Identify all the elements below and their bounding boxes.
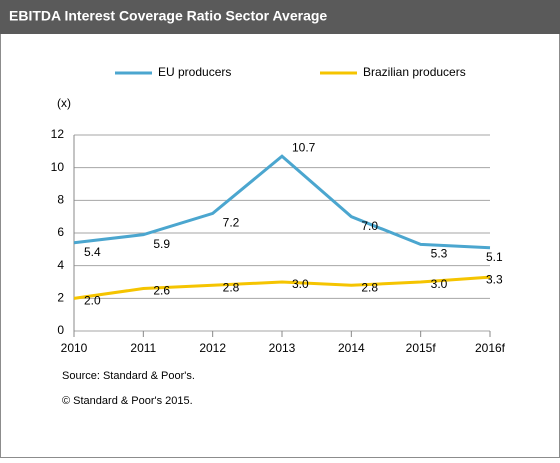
data-label: 5.3 <box>431 247 448 261</box>
data-label: 5.4 <box>84 245 101 259</box>
y-tick-label: 10 <box>51 160 65 174</box>
y-tick-label: 2 <box>57 291 64 305</box>
data-label: 3.0 <box>292 277 309 291</box>
legend-label: EU producers <box>158 65 231 79</box>
data-label: 3.0 <box>431 277 448 291</box>
data-label: 7.0 <box>361 219 378 233</box>
data-label: 2.6 <box>153 284 170 298</box>
line <box>73 154 491 250</box>
x-tick-label: 2015f <box>406 341 437 355</box>
y-tick-label: 6 <box>57 225 64 239</box>
data-label: 2.8 <box>361 280 378 294</box>
note: Source: Standard & Poor's. <box>62 370 195 382</box>
data-label: 5.1 <box>486 250 503 264</box>
x-tick-label: 2016f <box>475 341 506 355</box>
data-label: 10.7 <box>292 140 316 154</box>
x-tick-label: 2013 <box>269 341 296 355</box>
chart-title: EBITDA Interest Coverage Ratio Sector Av… <box>9 8 327 24</box>
y-tick-label: 4 <box>57 258 64 272</box>
data-label: 7.2 <box>223 216 240 230</box>
data-label: 5.9 <box>153 237 170 251</box>
header-bar <box>0 0 560 34</box>
data-label: 2.0 <box>84 294 101 308</box>
x-tick-label: 2010 <box>61 341 88 355</box>
line <box>73 275 491 300</box>
legend-label: Brazilian producers <box>363 65 466 79</box>
y-tick-label: 8 <box>57 193 64 207</box>
data-label: 2.8 <box>223 280 240 294</box>
y-axis-label: (x) <box>57 96 71 110</box>
note: © Standard & Poor's 2015. <box>62 395 193 407</box>
data-label: 3.3 <box>486 272 503 286</box>
y-tick-label: 0 <box>57 323 64 337</box>
y-tick-label: 12 <box>51 127 65 141</box>
x-tick-label: 2012 <box>199 341 226 355</box>
x-tick-label: 2014 <box>338 341 365 355</box>
x-tick-label: 2011 <box>130 341 156 355</box>
